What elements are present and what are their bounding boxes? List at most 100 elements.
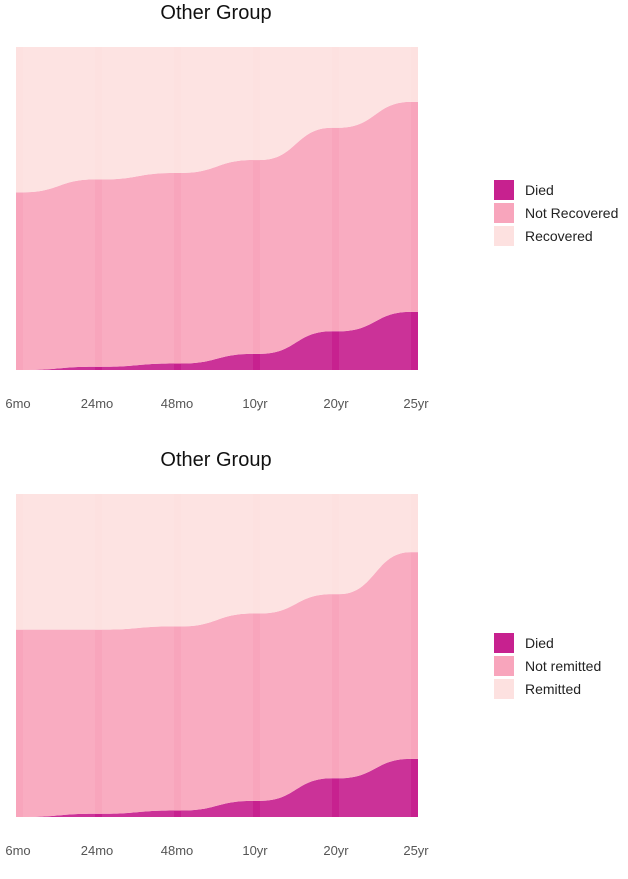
bar-died-20yr (332, 778, 339, 817)
chart-title: Other Group (160, 2, 272, 24)
flow-layer (23, 494, 411, 817)
bar-not-remitted-25yr (411, 552, 418, 759)
bar-died-48mo (174, 363, 181, 370)
x-tick-label: 6mo (5, 843, 30, 858)
alluvial-plot: 6mo 24mo 48mo 10yr 20yr 25yr (5, 47, 429, 411)
flow-remitted-4 (339, 494, 411, 595)
bar-remitted-48mo (174, 494, 181, 627)
bar-not-recovered-6mo (16, 192, 23, 370)
flow-recovered-2 (181, 47, 253, 173)
flow-died-2 (181, 353, 253, 370)
legend-label: Died (525, 181, 554, 198)
bar-recovered-24mo (95, 47, 102, 180)
x-tick-label: 10yr (242, 843, 268, 858)
bar-not-remitted-10yr (253, 613, 260, 801)
bar-died-20yr (332, 331, 339, 370)
bar-not-remitted-6mo (16, 629, 23, 817)
legend-item-recovered: Recovered (494, 224, 618, 247)
x-tick-label: 10yr (242, 396, 268, 411)
bar-remitted-6mo (16, 494, 23, 630)
flow-remitted-1 (102, 494, 174, 630)
flow-not-remitted-0 (23, 629, 95, 817)
flow-died-2 (181, 800, 253, 817)
bar-not-remitted-20yr (332, 594, 339, 779)
flow-not-remitted-3 (260, 594, 332, 801)
flow-not-recovered-1 (102, 172, 174, 367)
flow-not-remitted-2 (181, 613, 253, 811)
bar-died-25yr (411, 311, 418, 370)
legend-item-died: Died (494, 178, 618, 201)
legend-swatch-remitted (494, 678, 514, 699)
x-tick-label: 24mo (81, 396, 114, 411)
bar-died-48mo (174, 810, 181, 817)
legend-swatch-not-recovered (494, 202, 514, 223)
bar-died-10yr (253, 800, 260, 817)
flow-died-1 (102, 810, 174, 817)
alluvial-plot: 6mo 24mo 48mo 10yr 20yr 25yr (5, 494, 429, 858)
bar-died-25yr (411, 758, 418, 817)
legend-item-died: Died (494, 631, 601, 654)
legend-item-not-recovered: Not Recovered (494, 201, 618, 224)
x-tick-label: 48mo (161, 843, 194, 858)
flow-recovered-4 (339, 47, 411, 128)
flow-died-1 (102, 363, 174, 370)
flow-died-4 (339, 311, 411, 370)
x-tick-label: 6mo (5, 396, 30, 411)
flow-not-remitted-4 (339, 552, 411, 779)
legend-label: Remitted (525, 680, 582, 697)
bar-remitted-25yr (411, 494, 418, 553)
bar-remitted-24mo (95, 494, 102, 630)
column-layer (16, 47, 418, 370)
bar-recovered-6mo (16, 47, 23, 193)
bar-recovered-48mo (174, 47, 181, 173)
legend-label: Recovered (525, 227, 593, 244)
legend-swatch-not-remitted (494, 655, 514, 676)
flow-not-recovered-0 (23, 179, 95, 370)
bar-not-recovered-20yr (332, 127, 339, 332)
chart-panel-1: Other Group 6mo 24mo 48mo 10yr 20yr 25yr Died… (0, 0, 628, 432)
bar-died-24mo (95, 813, 102, 817)
legend-label: Died (525, 634, 554, 651)
legend-swatch-died (494, 179, 514, 200)
bar-not-recovered-48mo (174, 172, 181, 364)
x-tick-label: 25yr (403, 396, 429, 411)
legend-swatch-recovered (494, 225, 514, 246)
legend-item-remitted: Remitted (494, 677, 601, 700)
x-tick-label: 25yr (403, 843, 429, 858)
bar-not-recovered-25yr (411, 101, 418, 312)
bar-remitted-20yr (332, 494, 339, 595)
flow-died-3 (260, 778, 332, 817)
bar-died-24mo (95, 366, 102, 370)
legend-label: Not remitted (525, 657, 602, 674)
flow-not-recovered-4 (339, 101, 411, 332)
flow-remitted-2 (181, 494, 253, 627)
flow-died-0 (23, 366, 95, 370)
x-tick-label: 48mo (161, 396, 194, 411)
flow-not-recovered-2 (181, 160, 253, 364)
flow-recovered-1 (102, 47, 174, 180)
bar-recovered-20yr (332, 47, 339, 128)
flow-died-0 (23, 813, 95, 817)
flow-remitted-3 (260, 494, 332, 614)
bar-recovered-10yr (253, 47, 260, 161)
x-tick-label: 20yr (323, 843, 349, 858)
x-tick-label: 24mo (81, 843, 114, 858)
flow-not-recovered-3 (260, 127, 332, 354)
bar-died-10yr (253, 353, 260, 370)
legend-swatch-died (494, 632, 514, 653)
bar-not-recovered-10yr (253, 160, 260, 354)
legend: Died Not remitted Remitted (494, 631, 601, 700)
flow-recovered-0 (23, 47, 95, 193)
bar-remitted-10yr (253, 494, 260, 614)
chart-panel-2: Other Group 6mo 24mo 48mo 10yr 20yr 25yr Died… (0, 447, 628, 879)
flow-died-4 (339, 758, 411, 817)
legend: Died Not Recovered Recovered (494, 178, 618, 247)
legend-item-not-remitted: Not remitted (494, 654, 601, 677)
chart-title: Other Group (160, 449, 272, 471)
flow-not-remitted-1 (102, 626, 174, 814)
flow-died-3 (260, 331, 332, 370)
bar-not-recovered-24mo (95, 179, 102, 367)
legend-label: Not Recovered (525, 204, 619, 221)
x-tick-label: 20yr (323, 396, 349, 411)
flow-recovered-3 (260, 47, 332, 161)
